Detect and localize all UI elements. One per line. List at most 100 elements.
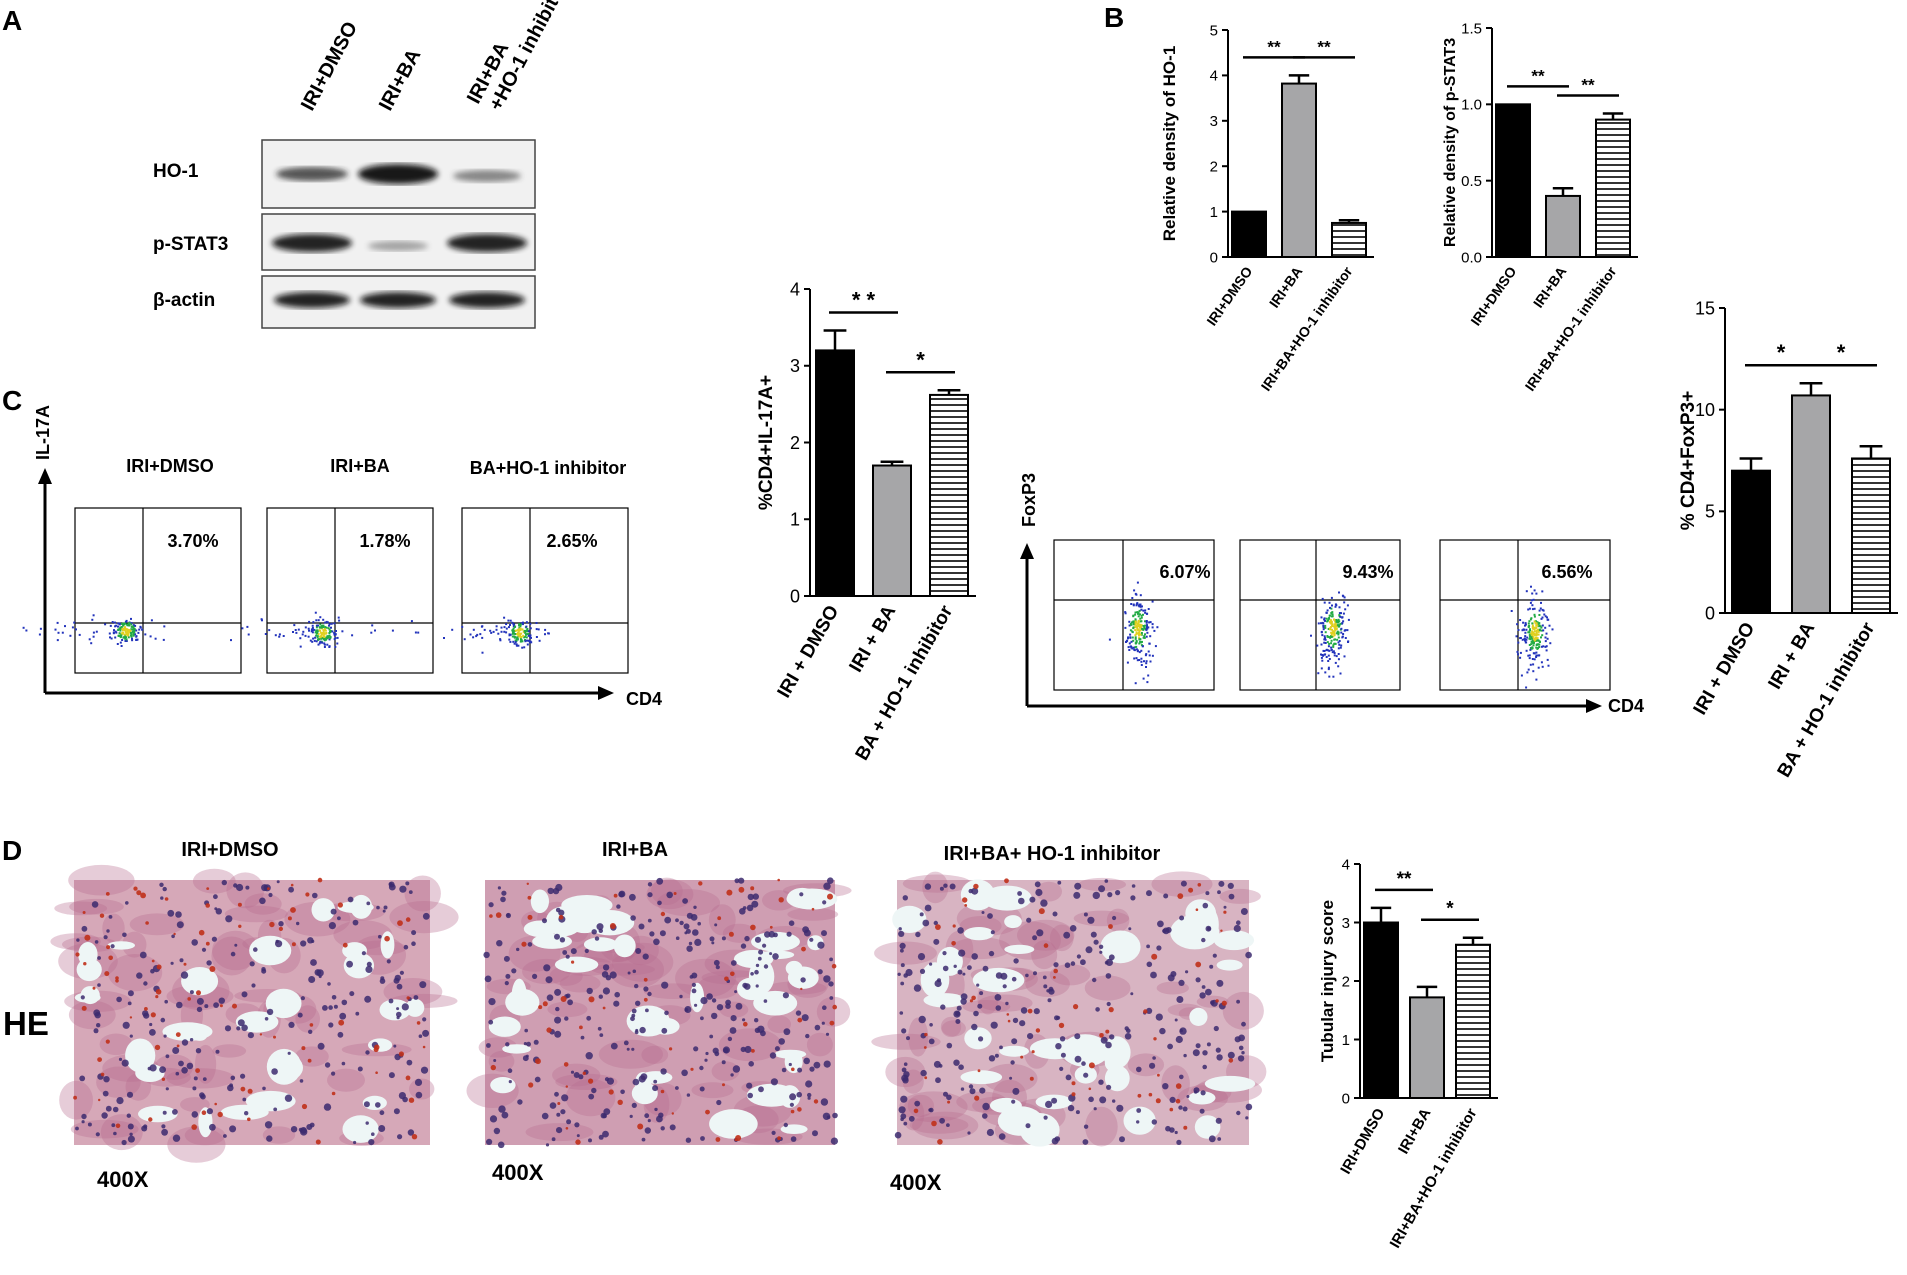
event-dot xyxy=(1135,648,1138,651)
event-dot xyxy=(520,640,523,643)
event-dot xyxy=(307,627,310,630)
nucleus xyxy=(284,1094,293,1102)
event-dot xyxy=(323,636,326,639)
event-dot xyxy=(1132,623,1135,626)
nucleus xyxy=(310,959,317,966)
event-dot xyxy=(123,629,126,632)
red-cell xyxy=(811,907,815,911)
y-tick-label: 0 xyxy=(1705,603,1715,623)
event-dot xyxy=(1324,631,1327,634)
y-tick-label: 0 xyxy=(790,586,800,606)
nucleus xyxy=(526,1041,531,1047)
event-dot xyxy=(292,631,294,633)
red-cell xyxy=(743,1021,748,1027)
red-cell xyxy=(291,942,296,947)
nucleus xyxy=(328,1005,333,1010)
event-dot xyxy=(507,619,510,622)
nucleus xyxy=(179,958,184,963)
event-dot xyxy=(1541,665,1544,668)
nucleus xyxy=(388,998,394,1004)
nucleus xyxy=(760,1030,766,1037)
nucleus xyxy=(920,1069,927,1077)
tubule-lumen xyxy=(892,905,927,934)
nucleus xyxy=(639,1026,646,1034)
red-cell xyxy=(287,916,292,921)
nucleus xyxy=(1105,958,1113,967)
event-dot xyxy=(521,646,524,649)
red-cell xyxy=(209,966,216,972)
event-dot xyxy=(1533,607,1536,610)
nucleus xyxy=(694,1003,698,1007)
event-dot xyxy=(1140,660,1143,663)
nucleus xyxy=(706,993,713,1000)
panel-label-b: B xyxy=(1104,2,1124,33)
event-dot xyxy=(451,628,454,631)
event-dot xyxy=(109,624,112,627)
event-dot xyxy=(1337,636,1340,639)
red-cell xyxy=(1058,1022,1065,1029)
nucleus xyxy=(240,1073,246,1079)
event-dot xyxy=(119,641,122,644)
event-dot xyxy=(1151,600,1154,603)
event-dot xyxy=(527,632,530,635)
nucleus xyxy=(1152,1056,1156,1060)
nucleus xyxy=(411,930,417,936)
red-cell xyxy=(722,1083,725,1087)
event-dot xyxy=(1140,620,1143,623)
nucleus xyxy=(584,948,589,954)
event-dot xyxy=(1338,606,1341,609)
event-dot xyxy=(1139,594,1142,597)
nucleus xyxy=(750,972,754,976)
event-dot xyxy=(1523,628,1526,631)
nucleus xyxy=(1162,1083,1169,1090)
nucleus xyxy=(181,1067,188,1074)
event-dot xyxy=(1134,611,1137,614)
nucleus xyxy=(647,991,652,997)
event-dot xyxy=(1138,651,1141,654)
event-dot xyxy=(311,640,314,643)
event-dot xyxy=(1334,620,1337,623)
nucleus xyxy=(647,882,653,887)
nucleus xyxy=(1064,962,1071,968)
event-dot xyxy=(522,634,525,637)
event-dot xyxy=(1530,643,1533,646)
event-dot xyxy=(323,639,326,642)
event-dot xyxy=(135,639,138,641)
nucleus xyxy=(1176,1139,1182,1145)
event-dot xyxy=(1146,681,1149,684)
event-dot xyxy=(132,626,135,629)
event-dot xyxy=(1528,654,1531,657)
nucleus xyxy=(686,912,694,919)
blot-strip-ho1 xyxy=(261,139,536,209)
nucleus xyxy=(1090,931,1097,938)
nucleus xyxy=(744,935,750,942)
event-dot xyxy=(118,632,121,635)
event-dot xyxy=(1127,646,1130,649)
nucleus xyxy=(922,919,930,927)
red-cell xyxy=(290,883,294,887)
event-dot xyxy=(293,624,296,627)
red-cell xyxy=(237,902,242,907)
event-dot xyxy=(524,631,527,634)
red-cell xyxy=(831,963,837,969)
nucleus xyxy=(790,1136,797,1142)
tissue-patch xyxy=(598,1039,664,1069)
event-dot xyxy=(1153,629,1156,632)
event-dot xyxy=(1341,622,1344,625)
nucleus xyxy=(1034,881,1041,888)
tissue-patch xyxy=(1219,888,1261,904)
nucleus xyxy=(1163,893,1169,899)
nucleus xyxy=(591,929,597,935)
event-dot xyxy=(1129,622,1132,625)
event-dot xyxy=(1147,626,1150,629)
nucleus xyxy=(394,1053,401,1061)
event-dot xyxy=(461,625,464,628)
event-dot xyxy=(544,628,547,631)
event-dot xyxy=(1536,624,1539,627)
nucleus xyxy=(988,1055,996,1062)
event-dot xyxy=(1329,628,1332,631)
event-dot xyxy=(1535,638,1538,641)
event-dot xyxy=(1339,615,1342,618)
